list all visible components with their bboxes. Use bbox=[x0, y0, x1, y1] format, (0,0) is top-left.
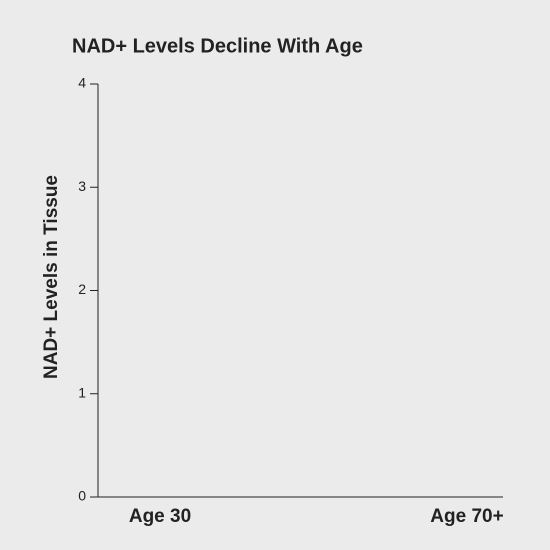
y-tick-label: 3 bbox=[78, 178, 86, 194]
y-tick-label: 2 bbox=[78, 281, 86, 297]
x-tick-label: Age 30 bbox=[129, 506, 191, 527]
y-tick-label: 1 bbox=[78, 384, 86, 400]
y-axis-label: NAD+ Levels in Tissue bbox=[41, 175, 62, 379]
x-tick-label: Age 70+ bbox=[430, 506, 503, 527]
chart-title: NAD+ Levels Decline With Age bbox=[72, 35, 363, 57]
y-tick-label: 0 bbox=[78, 488, 86, 504]
y-tick-label: 4 bbox=[78, 75, 86, 91]
